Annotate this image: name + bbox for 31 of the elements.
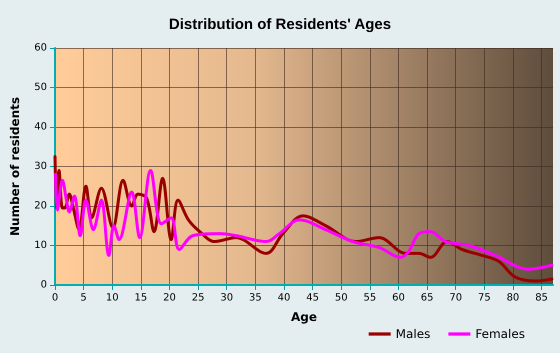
chart-title: Distribution of Residents' Ages — [168, 16, 392, 33]
y-axis-title: Number of residents — [8, 96, 22, 236]
x-tick-label: 15 — [134, 292, 148, 304]
y-tick-label: 40 — [34, 122, 47, 132]
x-tick-label: 45 — [306, 292, 319, 304]
x-tick-label: 40 — [278, 292, 290, 304]
x-tick-label: 80 — [506, 292, 520, 304]
y-tick-label: 50 — [34, 82, 47, 93]
x-axis-title: Age — [290, 310, 318, 324]
x-tick-label: 30 — [220, 292, 234, 304]
x-tick-label: 50 — [334, 292, 348, 304]
legend-label: Males — [396, 327, 430, 341]
legend-label: Females — [475, 327, 525, 341]
x-tick-label: 55 — [363, 292, 376, 304]
y-tick-label: 0 — [40, 280, 47, 290]
y-tick-label: 60 — [34, 42, 47, 54]
x-tick-label: 65 — [420, 292, 434, 304]
x-tick-label: 20 — [163, 292, 176, 304]
x-tick-label: 25 — [192, 292, 204, 304]
x-tick-label: 5 — [80, 292, 87, 304]
x-tick-label: 0 — [52, 292, 58, 304]
x-tick-label: 35 — [248, 292, 262, 304]
y-tick-label: 20 — [34, 200, 47, 212]
y-tick-label: 10 — [34, 240, 47, 251]
x-tick-label: 75 — [478, 292, 491, 304]
x-tick-label: 60 — [392, 292, 405, 304]
line-series — [54, 168, 554, 271]
x-tick-label: 85 — [535, 292, 548, 304]
x-tick-label: 10 — [106, 292, 119, 304]
x-tick-label: 70 — [449, 292, 462, 304]
y-tick-label: 30 — [34, 161, 47, 172]
